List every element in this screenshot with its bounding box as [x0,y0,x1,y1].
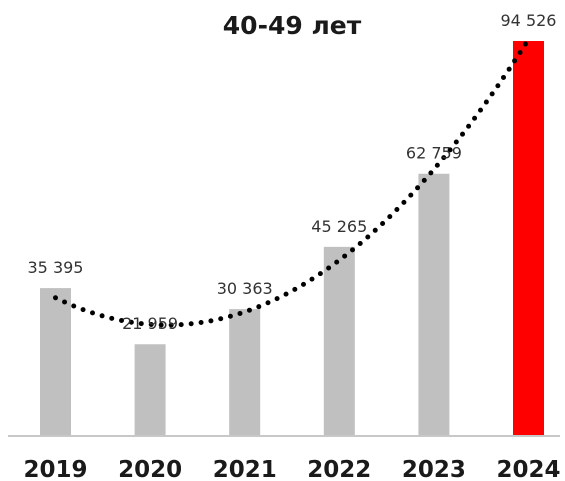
bar-2023 [418,173,450,437]
data-label-2020: 21 959 [122,314,178,333]
x-tick-2019: 2019 [23,457,87,481]
x-tick-2022: 2022 [307,457,371,481]
bars-layer [40,41,544,437]
trendline-path [53,36,531,328]
bar-2024 [513,41,544,436]
data-label-2024: 94 526 [501,11,557,30]
data-label-2023: 62 759 [406,144,462,163]
chart-title: 40-49 лет [223,11,362,40]
data-label-2022: 45 265 [311,217,367,236]
bar-2020 [134,344,166,436]
data-label-2019: 35 395 [28,258,84,277]
x-tick-labels-layer: 2019 2020 2021 2022 2023 2024 [23,457,560,481]
bar-2022 [323,246,355,436]
data-labels-layer: 35 395 21 959 30 363 45 265 62 759 94 526 [28,11,557,333]
x-tick-2024: 2024 [496,457,560,481]
trendline [53,36,531,328]
x-tick-2021: 2021 [213,457,277,481]
bar-2019 [40,288,71,436]
data-label-2021: 30 363 [217,279,273,298]
bar-2021 [229,309,261,436]
x-tick-2020: 2020 [118,457,182,481]
x-tick-2023: 2023 [402,457,466,481]
